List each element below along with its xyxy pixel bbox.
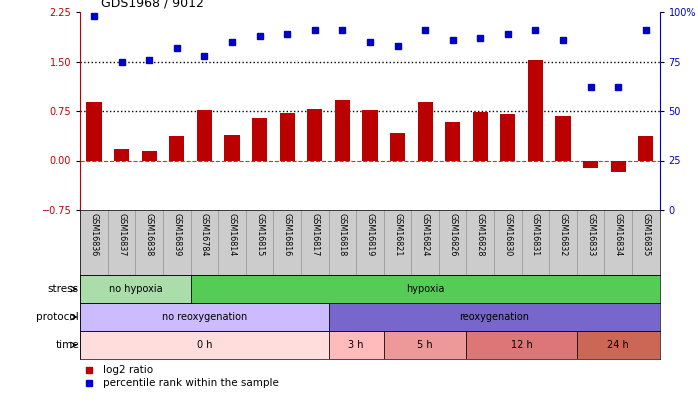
- Text: log2 ratio: log2 ratio: [103, 364, 154, 375]
- Text: GSM16817: GSM16817: [311, 213, 319, 257]
- Bar: [329, 331, 384, 359]
- Bar: [500, 114, 515, 160]
- Text: GSM16830: GSM16830: [503, 213, 512, 256]
- Text: GSM16821: GSM16821: [393, 213, 402, 257]
- Text: GSM16826: GSM16826: [448, 213, 457, 257]
- Bar: [528, 60, 543, 160]
- Bar: [280, 113, 295, 160]
- Bar: [556, 115, 571, 160]
- Bar: [169, 136, 184, 160]
- Bar: [362, 110, 378, 160]
- Text: GDS1968 / 9012: GDS1968 / 9012: [101, 0, 204, 10]
- Bar: [583, 160, 598, 168]
- Text: GSM16831: GSM16831: [531, 213, 540, 256]
- Text: GSM16819: GSM16819: [366, 213, 374, 257]
- Text: GSM16838: GSM16838: [144, 213, 154, 256]
- Text: GSM16839: GSM16839: [172, 213, 181, 257]
- Bar: [80, 275, 191, 303]
- Text: GSM16832: GSM16832: [558, 213, 567, 257]
- Bar: [142, 151, 157, 160]
- Text: hypoxia: hypoxia: [406, 284, 445, 294]
- Text: GSM16835: GSM16835: [641, 213, 651, 257]
- Text: 0 h: 0 h: [197, 340, 212, 350]
- Bar: [384, 331, 466, 359]
- Text: reoxygenation: reoxygenation: [459, 312, 529, 322]
- Text: percentile rank within the sample: percentile rank within the sample: [103, 377, 279, 388]
- Bar: [390, 133, 405, 160]
- Text: GSM16814: GSM16814: [228, 213, 237, 256]
- Bar: [329, 303, 660, 331]
- Bar: [307, 109, 322, 160]
- Bar: [80, 303, 329, 331]
- Bar: [87, 102, 102, 160]
- Text: GSM16784: GSM16784: [200, 213, 209, 257]
- Text: GSM16834: GSM16834: [614, 213, 623, 256]
- Text: GSM16816: GSM16816: [283, 213, 292, 256]
- Bar: [611, 160, 626, 173]
- Text: 24 h: 24 h: [607, 340, 629, 350]
- Text: time: time: [55, 340, 79, 350]
- Text: GSM16818: GSM16818: [338, 213, 347, 256]
- Bar: [197, 110, 212, 160]
- Bar: [225, 135, 239, 160]
- Bar: [335, 100, 350, 160]
- Text: no reoxygenation: no reoxygenation: [162, 312, 247, 322]
- Bar: [638, 136, 653, 160]
- Text: protocol: protocol: [36, 312, 79, 322]
- Text: GSM16836: GSM16836: [89, 213, 98, 256]
- Bar: [466, 331, 577, 359]
- Text: 5 h: 5 h: [417, 340, 433, 350]
- Text: GSM16824: GSM16824: [421, 213, 429, 257]
- Bar: [114, 149, 129, 160]
- Bar: [252, 117, 267, 160]
- Bar: [577, 331, 660, 359]
- Bar: [417, 102, 433, 160]
- Text: GSM16833: GSM16833: [586, 213, 595, 256]
- Text: stress: stress: [47, 284, 79, 294]
- Text: GSM16815: GSM16815: [255, 213, 264, 257]
- Text: 12 h: 12 h: [511, 340, 533, 350]
- Bar: [191, 275, 660, 303]
- Bar: [445, 122, 460, 160]
- Text: GSM16828: GSM16828: [476, 213, 485, 257]
- Text: GSM16837: GSM16837: [117, 213, 126, 257]
- Text: no hypoxia: no hypoxia: [109, 284, 162, 294]
- Bar: [80, 331, 329, 359]
- Bar: [473, 112, 488, 160]
- Text: 3 h: 3 h: [348, 340, 364, 350]
